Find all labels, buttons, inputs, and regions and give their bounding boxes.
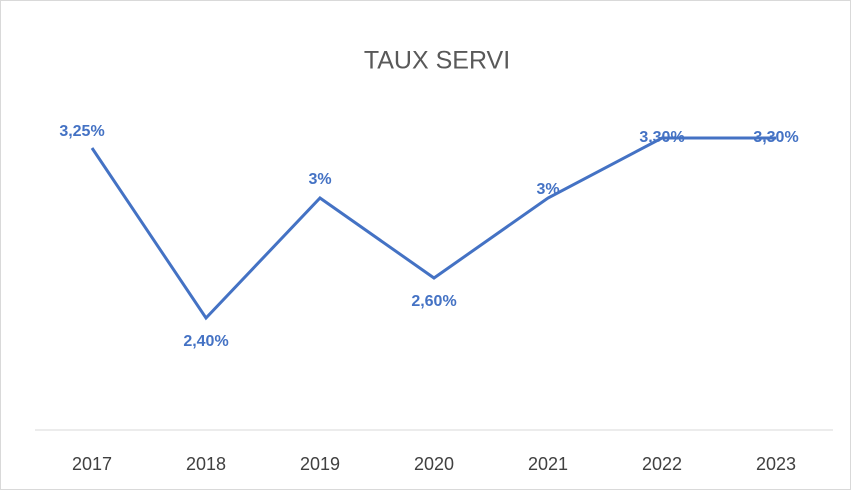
x-tick-label: 2022 [642, 454, 682, 474]
data-label: 3% [536, 181, 559, 198]
x-tick-label: 2017 [72, 454, 112, 474]
x-tick-label: 2019 [300, 454, 340, 474]
data-label: 3,30% [753, 129, 798, 146]
x-tick-label: 2021 [528, 454, 568, 474]
data-label: 2,40% [183, 333, 228, 350]
data-label: 3% [308, 171, 331, 188]
x-tick-label: 2018 [186, 454, 226, 474]
x-tick-label: 2023 [756, 454, 796, 474]
line [90, 136, 776, 321]
data-label: 3,30% [639, 129, 684, 146]
chart-title: TAUX SERVI [364, 47, 510, 75]
x-tick-label: 2020 [414, 454, 454, 474]
data-label: 2,60% [411, 293, 456, 310]
data-label: 3,25% [59, 123, 104, 140]
